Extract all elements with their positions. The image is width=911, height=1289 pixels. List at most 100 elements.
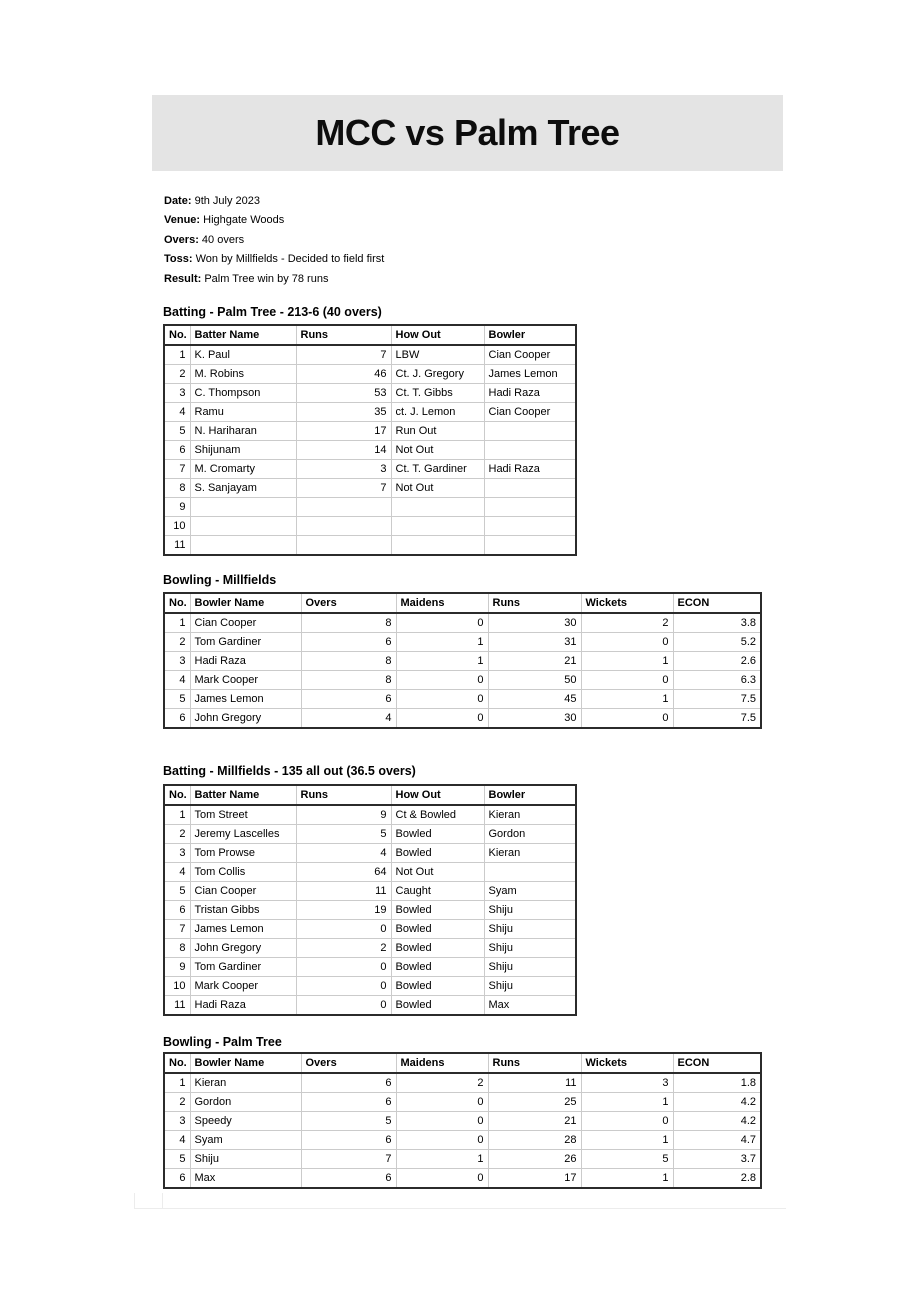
section-heading-batting-palm-tree: Batting - Palm Tree - 213-6 (40 overs): [163, 305, 382, 319]
cell: Run Out: [390, 421, 485, 441]
table-row: 9: [163, 497, 577, 517]
cell: 6: [300, 1072, 397, 1093]
cell: 4.2: [672, 1092, 762, 1112]
table-row: 4 Syam 6 0 28 1 4.7: [163, 1130, 762, 1150]
cell: M. Cromarty: [189, 459, 297, 479]
cell: [483, 535, 577, 556]
cell: 2: [295, 938, 392, 958]
cell: Hadi Raza: [189, 651, 302, 671]
cell: 3: [580, 1072, 674, 1093]
cell: 2.6: [672, 651, 762, 671]
cell: Not Out: [390, 478, 485, 498]
column-header: Bowler Name: [189, 1052, 302, 1074]
cell: 11: [295, 881, 392, 901]
detail-value: Highgate Woods: [203, 214, 285, 227]
cell: 0: [395, 612, 489, 633]
cell: Gordon: [483, 824, 577, 844]
match-detail-result: Result: Palm Tree win by 78 runs: [164, 270, 384, 289]
cell: 0: [395, 670, 489, 690]
cell: Kieran: [483, 804, 577, 825]
cell: 3: [163, 843, 191, 863]
table-row: 6 John Gregory 4 0 30 0 7.5: [163, 708, 762, 729]
cell: 11: [487, 1072, 582, 1093]
cell: Tom Prowse: [189, 843, 297, 863]
cell: 1: [395, 1149, 489, 1169]
detail-label: Toss:: [164, 253, 193, 266]
column-header: Batter Name: [189, 324, 297, 346]
detail-value: 9th July 2023: [194, 195, 261, 207]
cell: 9: [163, 497, 191, 517]
cell: Tristan Gibbs: [189, 900, 297, 920]
match-detail-overs: Overs: 40 overs: [164, 231, 384, 250]
cell: Not Out: [390, 440, 485, 460]
column-header: How Out: [390, 784, 485, 806]
cell: James Lemon: [189, 919, 297, 939]
cell: 1: [580, 1168, 674, 1189]
cell: 8: [300, 670, 397, 690]
cell: 0: [295, 976, 392, 996]
cell: Bowled: [390, 919, 485, 939]
cell: 17: [487, 1168, 582, 1189]
cell: 1: [395, 651, 489, 671]
table-row: 5 Cian Cooper 11 Caught Syam: [163, 881, 577, 901]
bowling-palm-tree-table: No. Bowler Name Overs Maidens Runs Wickets ECO…: [163, 1052, 762, 1189]
cell: Hadi Raza: [483, 383, 577, 403]
header-row: No. Batter Name Runs How Out Bowler: [163, 784, 577, 806]
cell: [189, 497, 297, 517]
cell: 0: [580, 1111, 674, 1131]
cell: Bowled: [390, 938, 485, 958]
column-header: Runs: [295, 324, 392, 346]
cell: Jeremy Lascelles: [189, 824, 297, 844]
cell: [189, 516, 297, 536]
cell: 9: [295, 804, 392, 825]
cell: 2: [163, 632, 191, 652]
header-row: No. Bowler Name Overs Maidens Runs Wickets ECO…: [163, 592, 762, 614]
cell: [390, 497, 485, 517]
cell: 6: [163, 440, 191, 460]
cell: 4: [163, 862, 191, 882]
cell: Tom Street: [189, 804, 297, 825]
cell: 7: [295, 344, 392, 365]
sheet-gridline-vertical: [162, 1193, 163, 1208]
cell: [483, 497, 577, 517]
cell: Mark Cooper: [189, 976, 297, 996]
table-row: 5 Shiju 7 1 26 5 3.7: [163, 1149, 762, 1169]
sheet-gridline-vertical: [134, 1193, 135, 1208]
cell: 1: [580, 689, 674, 709]
table-row: 10 Mark Cooper 0 Bowled Shiju: [163, 976, 577, 996]
cell: 1: [163, 612, 191, 633]
cell: John Gregory: [189, 938, 297, 958]
cell: Tom Gardiner: [189, 632, 302, 652]
cell: 8: [163, 938, 191, 958]
cell: Ct. T. Gibbs: [390, 383, 485, 403]
cell: 8: [163, 478, 191, 498]
table-row: 7 M. Cromarty 3 Ct. T. Gardiner Hadi Raza: [163, 459, 577, 479]
cell: Cian Cooper: [189, 612, 302, 633]
header-row: No. Bowler Name Overs Maidens Runs Wickets ECO…: [163, 1052, 762, 1074]
cell: Ct & Bowled: [390, 804, 485, 825]
cell: 5: [580, 1149, 674, 1169]
page-title: MCC vs Palm Tree: [315, 112, 620, 153]
table-row: 4 Tom Collis 64 Not Out: [163, 862, 577, 882]
cell: Hadi Raza: [189, 995, 297, 1016]
cell: 5: [300, 1111, 397, 1131]
column-header: No.: [163, 592, 191, 614]
cell: S. Sanjayam: [189, 478, 297, 498]
cell: LBW: [390, 344, 485, 365]
cell: 1: [580, 1092, 674, 1112]
cell: Shiju: [483, 919, 577, 939]
table-row: 10: [163, 516, 577, 536]
table-row: 2 Tom Gardiner 6 1 31 0 5.2: [163, 632, 762, 652]
cell: Bowled: [390, 843, 485, 863]
cell: 6: [300, 1130, 397, 1150]
cell: 7: [163, 459, 191, 479]
cell: [390, 535, 485, 556]
column-header: No.: [163, 784, 191, 806]
batting-palm-tree-table: No. Batter Name Runs How Out Bowler 1 K. Paul 7…: [163, 324, 577, 556]
cell: Not Out: [390, 862, 485, 882]
column-header: Maidens: [395, 592, 489, 614]
cell: 1: [395, 632, 489, 652]
cell: [295, 535, 392, 556]
cell: Cian Cooper: [189, 881, 297, 901]
